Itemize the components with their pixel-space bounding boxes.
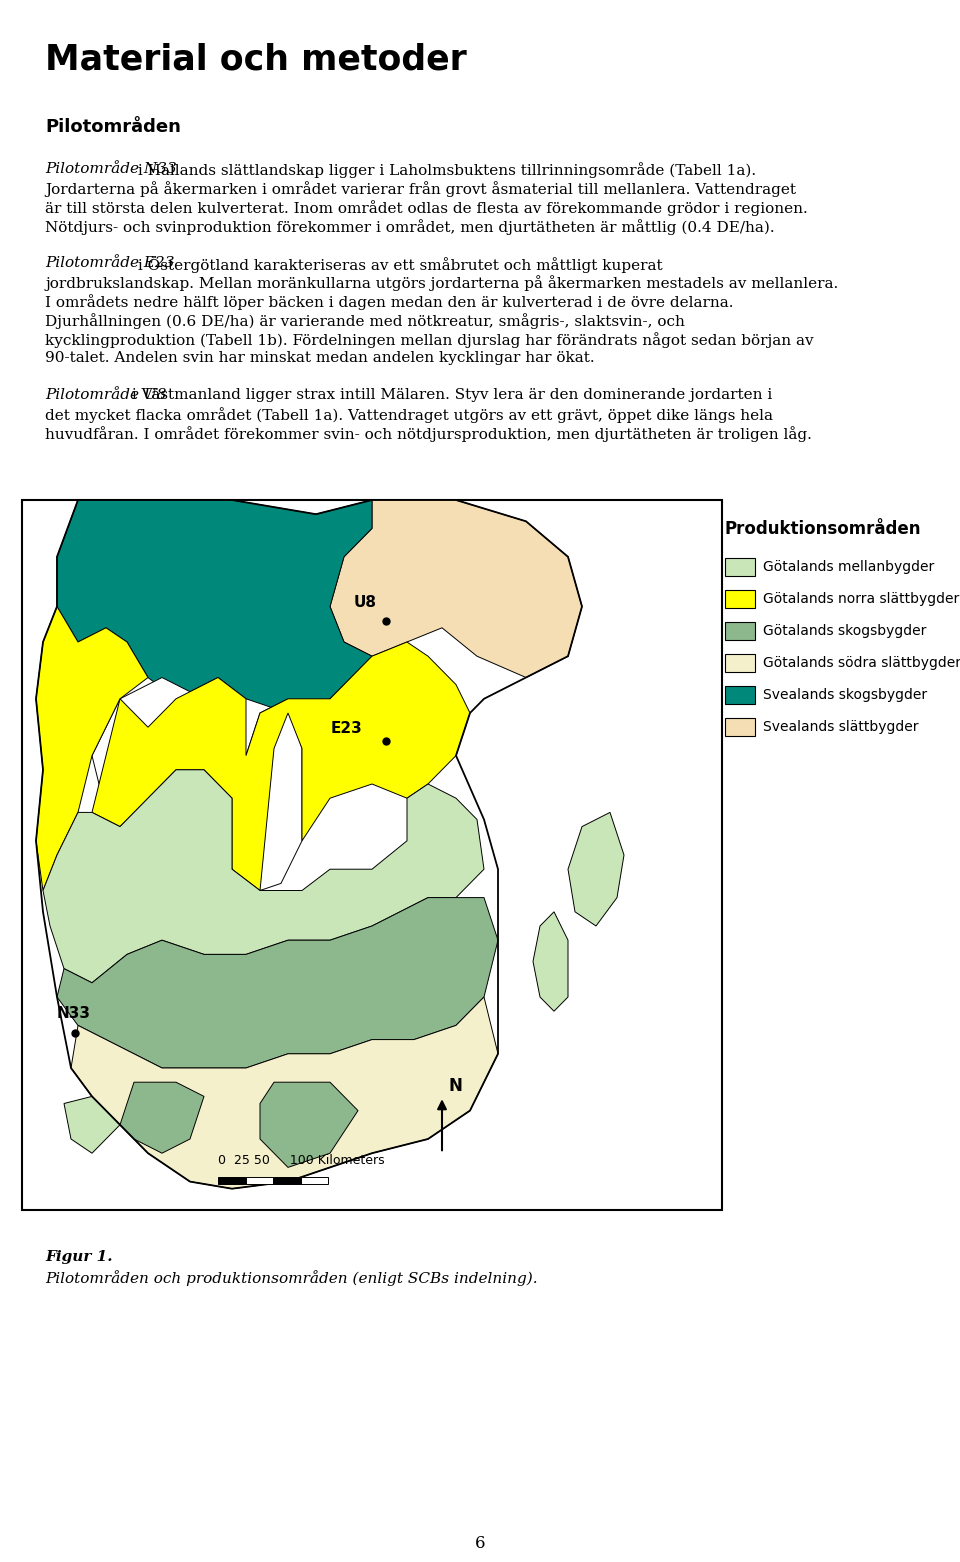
Bar <box>725 719 755 736</box>
Text: 6: 6 <box>475 1535 485 1553</box>
Text: det mycket flacka området (Tabell 1a). Vattendraget utgörs av ett grävt, öppet d: det mycket flacka området (Tabell 1a). V… <box>45 408 773 423</box>
Text: I områdets nedre hälft löper bäcken i dagen medan den är kulverterad i de övre d: I områdets nedre hälft löper bäcken i da… <box>45 294 733 309</box>
Polygon shape <box>92 642 470 890</box>
Text: jordbrukslandskap. Mellan moränkullarna utgörs jordarterna på åkermarken mestade: jordbrukslandskap. Mellan moränkullarna … <box>45 275 838 291</box>
Polygon shape <box>120 1082 204 1153</box>
Text: Produktionsområden: Produktionsområden <box>725 520 922 537</box>
Bar <box>246 1176 273 1184</box>
Text: Götalands mellanbygder: Götalands mellanbygder <box>763 561 934 573</box>
Polygon shape <box>568 812 624 926</box>
Text: E23: E23 <box>331 722 363 736</box>
Text: Götalands norra slättbygder: Götalands norra slättbygder <box>763 592 959 606</box>
Text: Pilotområde U8: Pilotområde U8 <box>45 387 166 401</box>
Bar <box>273 1176 300 1184</box>
Text: Material och metoder: Material och metoder <box>45 42 467 77</box>
Text: 90-talet. Andelen svin har minskat medan andelen kycklingar har ökat.: 90-talet. Andelen svin har minskat medan… <box>45 351 594 366</box>
Bar <box>725 654 755 672</box>
Polygon shape <box>260 1082 358 1167</box>
Bar <box>22 500 722 1211</box>
Polygon shape <box>330 500 582 678</box>
Polygon shape <box>64 1097 120 1153</box>
Text: Pilotområde N33: Pilotområde N33 <box>45 162 177 177</box>
Text: i Västmanland ligger strax intill Mälaren. Styv lera är den dominerande jordarte: i Västmanland ligger strax intill Mälare… <box>127 387 772 401</box>
Bar <box>725 686 755 704</box>
Text: Pilotområden och produktionsområden (enligt SCBs indelning).: Pilotområden och produktionsområden (enl… <box>45 1270 538 1286</box>
Text: N: N <box>448 1078 462 1095</box>
Bar <box>725 558 755 576</box>
Polygon shape <box>71 997 498 1189</box>
Polygon shape <box>57 898 498 1068</box>
Text: i Hallands slättlandskap ligger i Laholmsbuktens tillrinningsområde (Tabell 1a).: i Hallands slättlandskap ligger i Laholm… <box>132 162 756 178</box>
Bar <box>300 1176 328 1184</box>
Text: Götalands skogsbygder: Götalands skogsbygder <box>763 623 926 637</box>
Polygon shape <box>36 606 148 890</box>
Text: Nötdjurs- och svinproduktion förekommer i området, men djurtätheten är måttlig (: Nötdjurs- och svinproduktion förekommer … <box>45 219 775 234</box>
Text: Pilotområde E23: Pilotområde E23 <box>45 256 175 270</box>
Text: 0  25 50     100 Kilometers: 0 25 50 100 Kilometers <box>218 1154 385 1167</box>
Text: är till största delen kulverterat. Inom området odlas de flesta av förekommande : är till största delen kulverterat. Inom … <box>45 200 807 216</box>
Text: Figur 1.: Figur 1. <box>45 1250 112 1264</box>
Text: kycklingproduktion (Tabell 1b). Fördelningen mellan djurslag har förändrats någo: kycklingproduktion (Tabell 1b). Fördelni… <box>45 333 814 348</box>
Text: Jordarterna på åkermarken i området varierar från grovt åsmaterial till mellanle: Jordarterna på åkermarken i området vari… <box>45 181 796 197</box>
Text: Svealands skogsbygder: Svealands skogsbygder <box>763 687 927 701</box>
Text: N33: N33 <box>57 1006 90 1022</box>
Polygon shape <box>57 500 372 712</box>
Polygon shape <box>92 678 218 840</box>
Text: Djurhållningen (0.6 DE/ha) är varierande med nötkreatur, smågris-, slaktsvin-, o: Djurhållningen (0.6 DE/ha) är varierande… <box>45 312 684 330</box>
Polygon shape <box>246 698 302 890</box>
Text: Götalands södra slättbygder: Götalands södra slättbygder <box>763 656 960 670</box>
Text: Svealands slättbygder: Svealands slättbygder <box>763 720 919 734</box>
Text: Pilotområden: Pilotområden <box>45 119 180 136</box>
Polygon shape <box>533 912 568 1011</box>
Polygon shape <box>43 770 484 982</box>
Bar <box>218 1176 246 1184</box>
Bar <box>725 590 755 608</box>
Text: U8: U8 <box>354 595 377 609</box>
Bar <box>725 622 755 640</box>
Text: i Östergötland karakteriseras av ett småbrutet och måttligt kuperat: i Östergötland karakteriseras av ett små… <box>132 256 662 273</box>
Text: huvudfåran. I området förekommer svin- och nötdjursproduktion, men djurtätheten : huvudfåran. I området förekommer svin- o… <box>45 426 812 442</box>
